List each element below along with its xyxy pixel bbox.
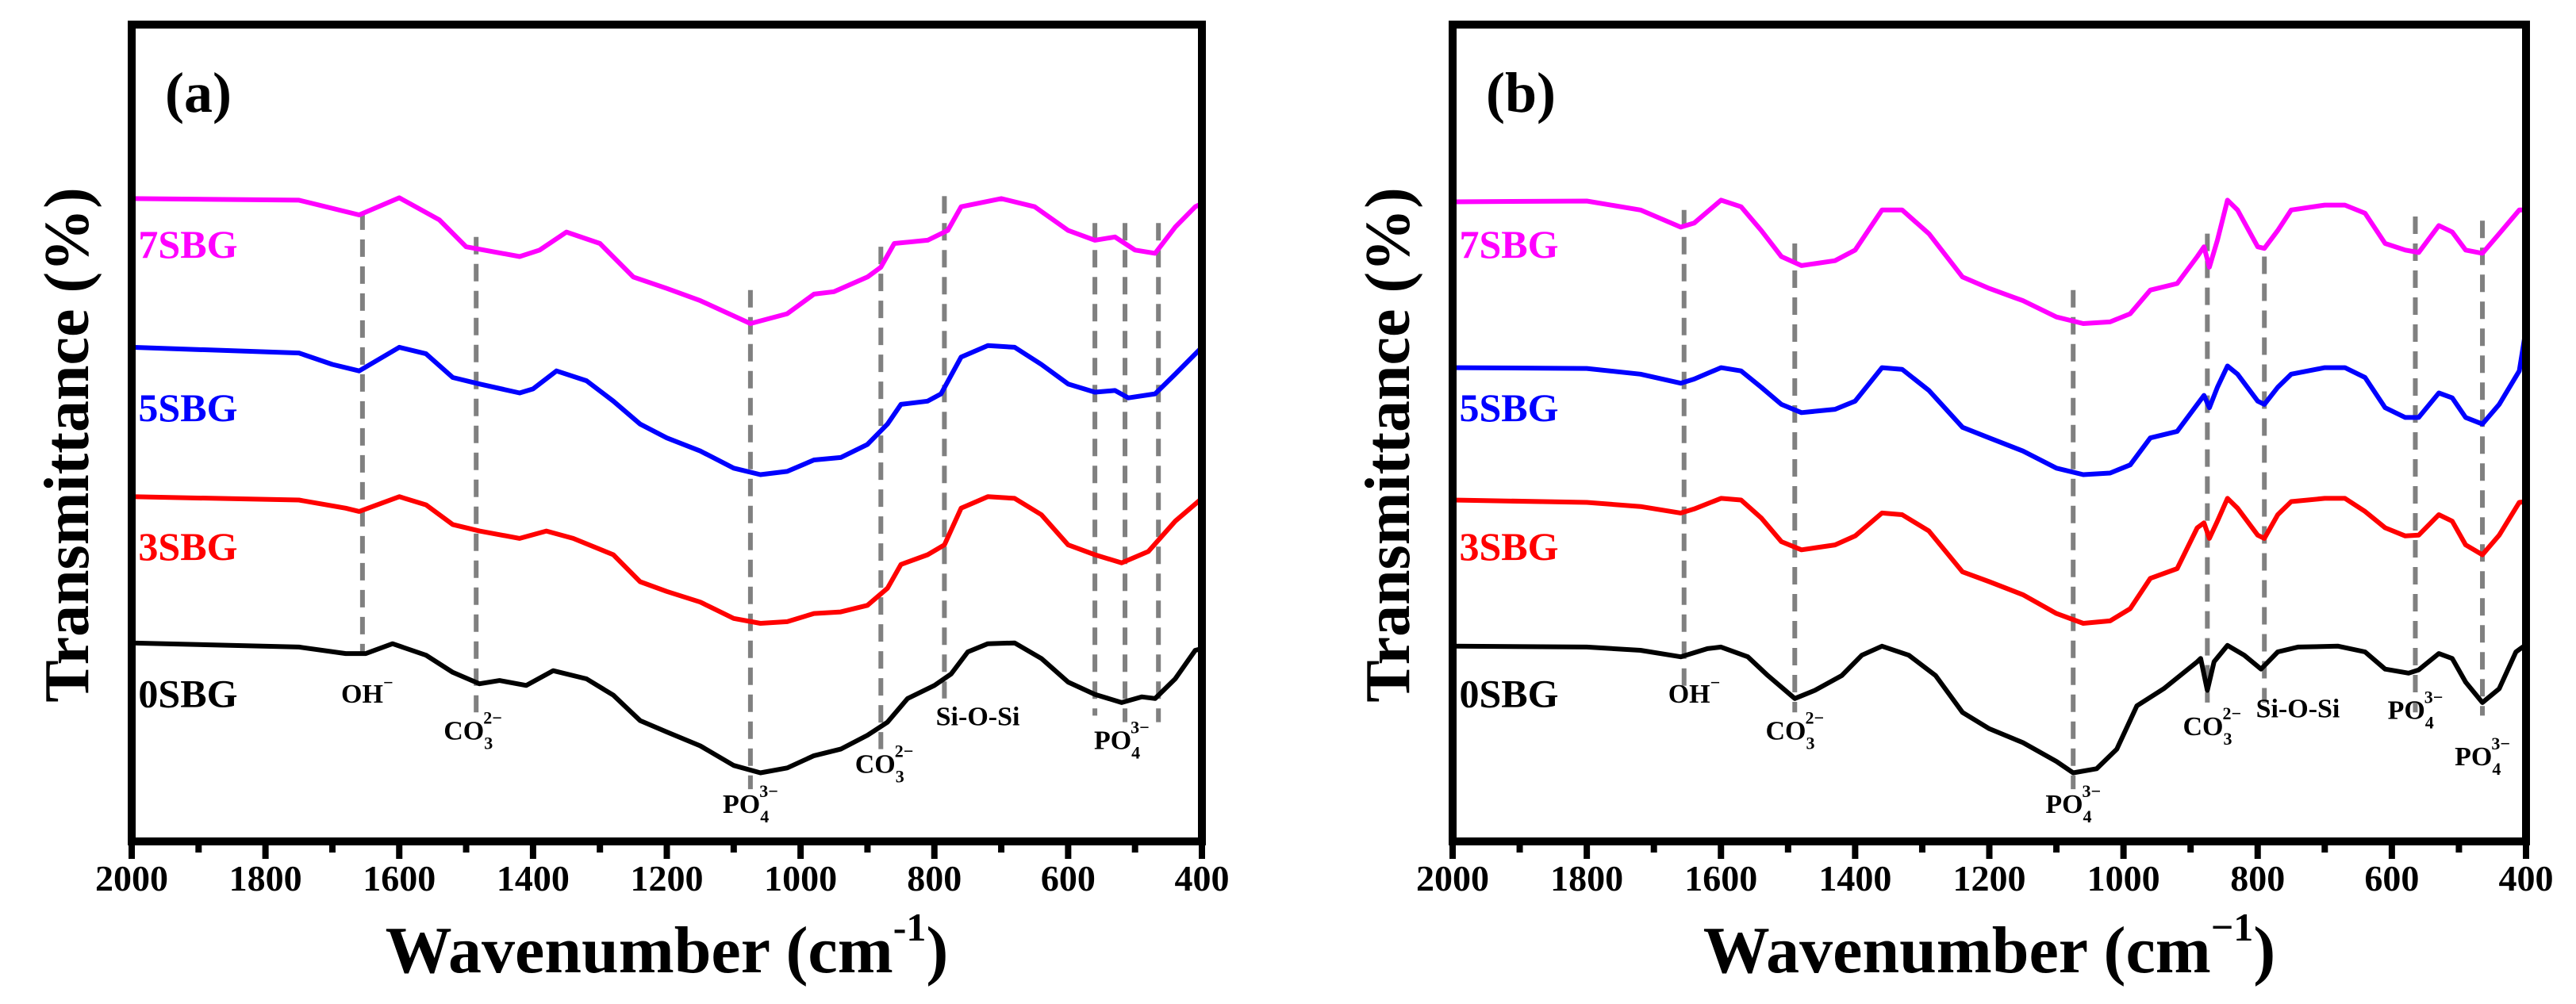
peak-annotation: Si-O-Si [936, 703, 1020, 732]
annotation-superscript: 2− [1805, 707, 1824, 727]
series-line-5sbg [129, 343, 1204, 477]
x-axis-title-end: ) [2253, 914, 2275, 987]
series-line-3sbg [129, 494, 1204, 626]
x-axis-title-superscript: -1 [893, 905, 927, 949]
series-label: 3SBG [138, 524, 237, 569]
x-tick-label: 1400 [1818, 858, 1891, 899]
peak-annotation: Si-O-Si [2256, 694, 2340, 723]
annotation-subscript: 4 [760, 807, 769, 826]
x-tick-label: 2000 [1416, 858, 1489, 899]
peak-annotation: OH− [341, 673, 393, 709]
x-tick-label: 1000 [764, 858, 837, 899]
annotation-superscript: 3− [2424, 688, 2444, 707]
panel-label: (a) [165, 61, 232, 125]
series-label: 5SBG [138, 385, 237, 430]
peak-annotation: CO3 2− [443, 707, 502, 753]
annotation-base: CO [855, 749, 896, 779]
series-line-3sbg [1450, 496, 2528, 626]
x-tick-label: 1800 [1550, 858, 1623, 899]
series-label: 0SBG [138, 672, 237, 716]
series-line-7sbg [129, 195, 1204, 326]
series-label: 0SBG [1459, 672, 1558, 716]
x-tick-label: 400 [2499, 858, 2554, 899]
x-axis-title: Wavenumber (cm−1) [1703, 905, 2276, 987]
annotation-base: PO [2455, 742, 2492, 772]
annotation-superscript: 3− [759, 781, 778, 801]
annotation-superscript: 2− [895, 741, 914, 761]
annotation-superscript: − [1710, 673, 1721, 692]
series-line-0sbg [129, 640, 1204, 776]
annotation-superscript: 2− [2222, 703, 2241, 723]
x-axis-title-superscript: −1 [2211, 905, 2254, 949]
x-tick-label: 1400 [497, 858, 570, 899]
annotation-superscript: 3− [1131, 718, 1150, 738]
x-tick-label: 1800 [229, 858, 302, 899]
x-tick-label: 1200 [631, 858, 704, 899]
annotation-base: CO [2182, 712, 2223, 742]
series-line-7sbg [1450, 197, 2528, 326]
annotation-base: OH [341, 680, 383, 709]
peak-annotation: PO4 3− [723, 781, 778, 826]
peak-annotation: CO3 2− [855, 741, 914, 786]
peak-annotation: OH− [1668, 673, 1720, 709]
x-tick-label: 1600 [363, 858, 436, 899]
series-label: 7SBG [1459, 222, 1558, 266]
x-tick-label: 1000 [2087, 858, 2160, 899]
annotation-subscript: 4 [2492, 759, 2501, 779]
x-tick-label: 2000 [95, 858, 168, 899]
annotation-base: OH [1668, 680, 1710, 709]
x-tick-label: 600 [2364, 858, 2419, 899]
annotation-base: PO [2045, 790, 2083, 819]
panel-label: (b) [1486, 61, 1556, 125]
annotation-subscript: 4 [2083, 807, 2092, 826]
peak-annotation: PO4 3− [2388, 688, 2444, 733]
peak-annotation: CO3 2− [2182, 703, 2241, 749]
y-axis-title: Transmittance (%) [33, 187, 102, 703]
series-label: 3SBG [1459, 524, 1558, 569]
plot-frame [128, 21, 1206, 845]
annotation-base: PO [2388, 696, 2425, 726]
peak-annotation: PO4 3− [2455, 734, 2510, 779]
annotation-subscript: 3 [2223, 729, 2232, 749]
x-tick-label: 1200 [1953, 858, 2026, 899]
x-tick-label: 1600 [1684, 858, 1757, 899]
x-tick-label: 800 [907, 858, 962, 899]
annotation-subscript: 4 [1131, 743, 1140, 763]
annotation-base: Si-O-Si [2256, 694, 2340, 723]
series-label: 5SBG [1459, 385, 1558, 430]
x-axis-title-text: Wavenumber (cm [1703, 914, 2211, 987]
x-tick-label: 800 [2230, 858, 2285, 899]
series-label: 7SBG [138, 222, 237, 266]
annotation-base: PO [723, 790, 760, 819]
annotation-base: CO [443, 716, 484, 745]
x-tick-label: 400 [1175, 858, 1230, 899]
y-axis-title: Transmittance (%) [1353, 187, 1423, 703]
annotation-subscript: 4 [2425, 713, 2434, 733]
annotation-subscript: 3 [896, 766, 904, 786]
x-axis-title-text: Wavenumber (cm [386, 914, 893, 987]
annotation-superscript: 2− [483, 707, 502, 727]
series-line-0sbg [1450, 642, 2525, 776]
x-tick-label: 600 [1041, 858, 1096, 899]
annotation-subscript: 3 [484, 733, 493, 753]
annotation-superscript: 3− [2083, 781, 2102, 801]
plot-frame [1449, 21, 2530, 845]
x-axis-title-end: ) [926, 914, 948, 987]
x-axis-title: Wavenumber (cm-1) [386, 905, 949, 987]
annotation-superscript: − [383, 673, 394, 692]
series-line-5sbg [1450, 335, 2528, 477]
peak-annotation: PO4 3− [2045, 781, 2101, 826]
peak-annotation: PO4 3− [1094, 718, 1150, 763]
peak-annotation: CO3 2− [1765, 707, 1824, 753]
annotation-base: Si-O-Si [936, 703, 1020, 732]
annotation-superscript: 3− [2491, 734, 2510, 753]
annotation-base: PO [1094, 726, 1131, 756]
annotation-base: CO [1765, 716, 1806, 745]
annotation-subscript: 3 [1806, 733, 1814, 753]
